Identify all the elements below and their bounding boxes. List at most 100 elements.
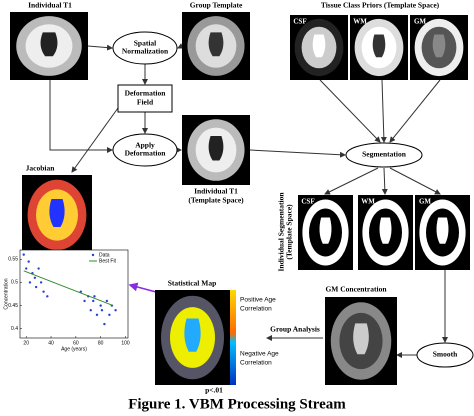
label: Group Analysis	[270, 325, 320, 334]
ventricles	[379, 217, 392, 244]
ventricles	[208, 32, 224, 57]
label: p<.01	[205, 386, 223, 395]
label: Spatial	[134, 39, 157, 48]
legend-label: Data	[99, 252, 110, 258]
label: Apply	[135, 141, 155, 150]
data-point	[22, 253, 25, 256]
data-point	[46, 295, 49, 298]
y-tick-label: 0.5	[11, 280, 18, 286]
brain-image	[415, 195, 470, 270]
y-tick-label: 0.4	[11, 326, 18, 332]
label: Deformation	[125, 89, 167, 98]
ventricles	[436, 217, 449, 244]
data-point	[103, 322, 106, 326]
ventricles	[184, 318, 201, 352]
label: Negative Age	[240, 351, 279, 358]
label: CSF	[301, 198, 314, 206]
brain-image	[350, 15, 408, 80]
legend-swatch	[91, 253, 95, 257]
plot-area	[19, 249, 129, 339]
arrows	[49, 43, 448, 358]
label: Individual Segmentation	[277, 192, 286, 272]
label: WM	[353, 18, 367, 26]
x-tick-label: 20	[23, 340, 29, 346]
y-tick-label: 0.55	[8, 257, 18, 263]
brain-image	[358, 195, 413, 270]
x-axis-label: Age (years)	[61, 346, 87, 352]
ventricles	[312, 34, 326, 58]
label: Statistical Map	[168, 279, 217, 288]
data-point	[105, 299, 109, 303]
data-point	[42, 290, 45, 293]
color-bar	[230, 290, 236, 385]
data-point	[34, 285, 38, 289]
label: Positive Age	[240, 297, 276, 304]
data-point	[28, 281, 32, 284]
label: Individual T1	[28, 1, 72, 10]
label: (Template Space)	[285, 204, 294, 260]
label: Jacobian	[26, 164, 56, 173]
ventricles	[353, 323, 369, 355]
x-tick-label: 60	[73, 340, 79, 346]
node-shapes	[112, 31, 474, 368]
ventricles	[319, 217, 332, 244]
scatter-plot: 20 40 60 80 100 0.4 0.45 0.5 0.55 Age (years) Conc…	[3, 249, 130, 352]
brain-image	[10, 12, 88, 80]
label: Field	[137, 98, 154, 107]
texts: Individual T1 Group Template Tissue Class …	[26, 1, 459, 413]
brain-image	[182, 115, 250, 185]
fit-line	[23, 270, 114, 307]
label: WM	[361, 198, 375, 206]
y-axis-label: Concentration	[3, 278, 9, 309]
label: Individual T1	[194, 187, 238, 196]
label: GM	[419, 198, 431, 206]
label: Correlation	[240, 360, 272, 367]
images	[10, 12, 470, 385]
legend-label: Best Fit	[99, 258, 117, 264]
data-point	[83, 299, 86, 303]
caption: Figure 1. VBM Processing Stream	[128, 396, 346, 412]
data-point	[100, 309, 104, 312]
label: GM	[414, 18, 426, 26]
data-point	[37, 267, 40, 270]
data-point	[33, 276, 37, 279]
data-point	[25, 267, 28, 270]
data-point	[95, 313, 99, 317]
legend-bg	[88, 258, 127, 264]
brain-image	[298, 195, 353, 270]
data-point	[108, 313, 111, 317]
brain-image	[22, 175, 92, 255]
brain-image	[410, 15, 468, 80]
ventricles	[49, 199, 65, 227]
label: Deformation	[125, 149, 167, 158]
data-point	[89, 309, 92, 312]
data-point	[93, 295, 96, 298]
label: Correlation	[240, 306, 272, 313]
x-tick-label: 40	[48, 340, 54, 346]
ventricles	[40, 32, 58, 57]
brain-image	[155, 290, 230, 385]
brain-image	[290, 15, 348, 80]
data-point	[39, 281, 43, 284]
ventricles	[432, 34, 446, 58]
label: GM Concentration	[325, 285, 387, 294]
label: Segmentation	[362, 150, 407, 159]
data-point	[99, 304, 102, 307]
label: (Template Space)	[188, 196, 244, 205]
label: Tissue Class Priors (Template Space)	[321, 1, 440, 10]
ventricles	[208, 136, 224, 161]
data-point	[27, 260, 30, 263]
ventricles	[372, 34, 386, 58]
data-point	[114, 309, 117, 312]
x-tick-label: 80	[98, 340, 104, 346]
label: CSF	[293, 18, 306, 26]
brain-image	[182, 12, 250, 80]
legend-bg	[88, 252, 127, 258]
y-tick-label: 0.45	[8, 303, 18, 309]
label: Group Template	[190, 1, 243, 10]
data-point	[92, 299, 95, 303]
brain-image	[325, 297, 397, 385]
label: Normalization	[122, 47, 169, 56]
label: Smooth	[433, 350, 458, 359]
